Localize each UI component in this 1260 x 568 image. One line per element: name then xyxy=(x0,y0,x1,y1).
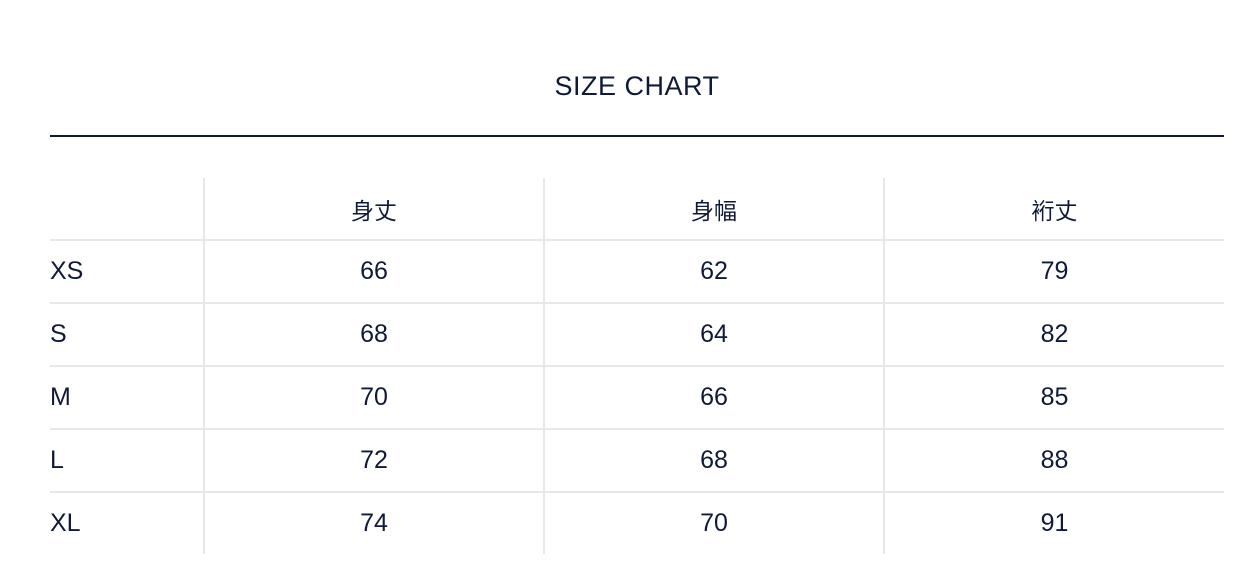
table-row: XS 66 62 79 xyxy=(50,240,1224,304)
measurement-cell: 85 xyxy=(883,366,1224,430)
table-row: M 70 66 85 xyxy=(50,366,1224,430)
title-divider xyxy=(50,135,1224,137)
measurement-cell: 62 xyxy=(543,240,884,304)
table-row: L 72 68 88 xyxy=(50,429,1224,493)
header-cell: 身幅 xyxy=(543,178,884,241)
measurement-cell: 79 xyxy=(883,240,1224,304)
header-cell: 身丈 xyxy=(203,178,544,241)
measurement-cell: 64 xyxy=(543,303,884,367)
size-label: XL xyxy=(50,509,81,537)
measurement-cell: 88 xyxy=(883,429,1224,493)
header-cell xyxy=(50,178,204,241)
measurement-cell: 72 xyxy=(203,429,544,493)
header-cell: 裄丈 xyxy=(883,178,1224,241)
measurement-cell: 91 xyxy=(883,492,1224,554)
measurement-cell: 68 xyxy=(203,303,544,367)
measurement-cell: 66 xyxy=(203,240,544,304)
table-row: XL 74 70 91 xyxy=(50,492,1224,554)
header-row: 身丈 身幅 裄丈 xyxy=(50,178,1224,241)
measurement-cell: 74 xyxy=(203,492,544,554)
measurement-cell: 70 xyxy=(203,366,544,430)
size-label: XS xyxy=(50,240,204,304)
page-title: SIZE CHART xyxy=(554,71,720,101)
size-label: M xyxy=(50,366,204,430)
measurement-cell: 82 xyxy=(883,303,1224,367)
measurement-cell: 70 xyxy=(543,492,884,554)
size-label: L xyxy=(50,429,204,493)
measurement-cell: 66 xyxy=(543,366,884,430)
measurement-cell: 68 xyxy=(543,429,884,493)
size-chart-table: 身丈 身幅 裄丈 XS 66 62 79 S 68 64 82 M 70 66 85 L 72 68 88 XL… xyxy=(50,178,1224,554)
table-row: S 68 64 82 xyxy=(50,303,1224,367)
size-label: S xyxy=(50,303,204,367)
